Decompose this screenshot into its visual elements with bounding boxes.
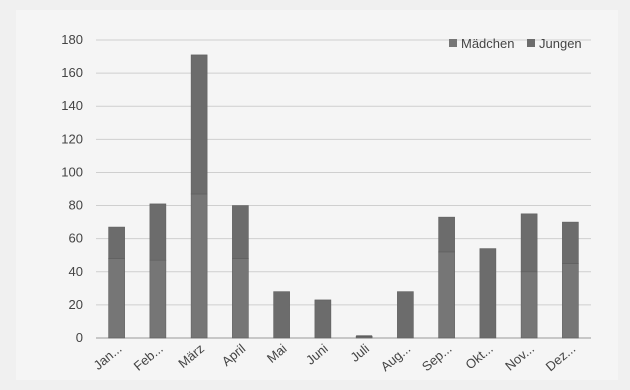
y-tick-label: 160 [61, 65, 83, 80]
x-axis-labels: Jan... Feb... März April Mai Juni Juli Aug... Se… [91, 341, 579, 374]
bar-jungen [356, 335, 373, 337]
bar-jungen [314, 299, 332, 339]
bar-jungen [190, 54, 208, 195]
bar-jungen [232, 205, 249, 259]
x-tick-label: Sep... [419, 341, 455, 374]
bar-maedchen [190, 193, 208, 339]
bar-jungen [520, 213, 538, 273]
bar-maedchen [520, 271, 538, 339]
bar-maedchen [149, 259, 167, 339]
y-tick-label: 60 [69, 231, 83, 246]
x-tick-label: März [175, 341, 207, 371]
y-tick-label: 100 [61, 164, 83, 179]
bar-jungen [273, 291, 290, 339]
bar-jungen [397, 291, 414, 339]
bar-maedchen [438, 251, 455, 339]
x-tick-label: Mai [264, 341, 290, 366]
bar-jungen [108, 226, 125, 259]
bar-maedchen [108, 258, 125, 339]
y-axis-ticks: 0 20 40 60 80 100 120 140 160 180 [61, 32, 83, 345]
x-tick-label: Dez... [543, 341, 579, 374]
x-tick-label: Okt... [462, 341, 495, 372]
x-tick-label: Juli [347, 341, 372, 365]
legend-label: Mädchen [461, 36, 514, 51]
x-tick-label: Jan... [91, 341, 125, 373]
y-tick-label: 120 [61, 131, 83, 146]
bar-jungen [562, 221, 579, 264]
x-tick-label: Aug... [378, 341, 414, 374]
y-tick-label: 80 [69, 198, 83, 213]
y-tick-label: 40 [69, 264, 83, 279]
bar-jungen [479, 248, 497, 339]
x-tick-label: Feb... [131, 341, 166, 374]
bar-maedchen [562, 263, 579, 339]
legend: Mädchen Jungen [449, 36, 582, 51]
y-tick-label: 140 [61, 98, 83, 113]
legend-label: Jungen [539, 36, 582, 51]
bar-chart: 0 20 40 60 80 100 120 140 160 180 Jan... Feb... Mär… [61, 32, 591, 374]
chart-frame: 0 20 40 60 80 100 120 140 160 180 Jan... Feb... Mär… [16, 10, 618, 380]
y-tick-label: 0 [76, 330, 83, 345]
gridlines [96, 39, 591, 339]
bar-jungen [149, 203, 167, 261]
x-tick-label: April [219, 341, 249, 369]
legend-swatch [449, 39, 457, 47]
x-tick-label: Juni [303, 341, 331, 368]
x-tick-label: Nov... [502, 341, 537, 374]
bars [108, 54, 579, 339]
y-tick-label: 180 [61, 32, 83, 47]
y-tick-label: 20 [69, 297, 83, 312]
bar-jungen [438, 216, 455, 253]
legend-swatch [527, 39, 535, 47]
bar-maedchen [232, 258, 249, 339]
